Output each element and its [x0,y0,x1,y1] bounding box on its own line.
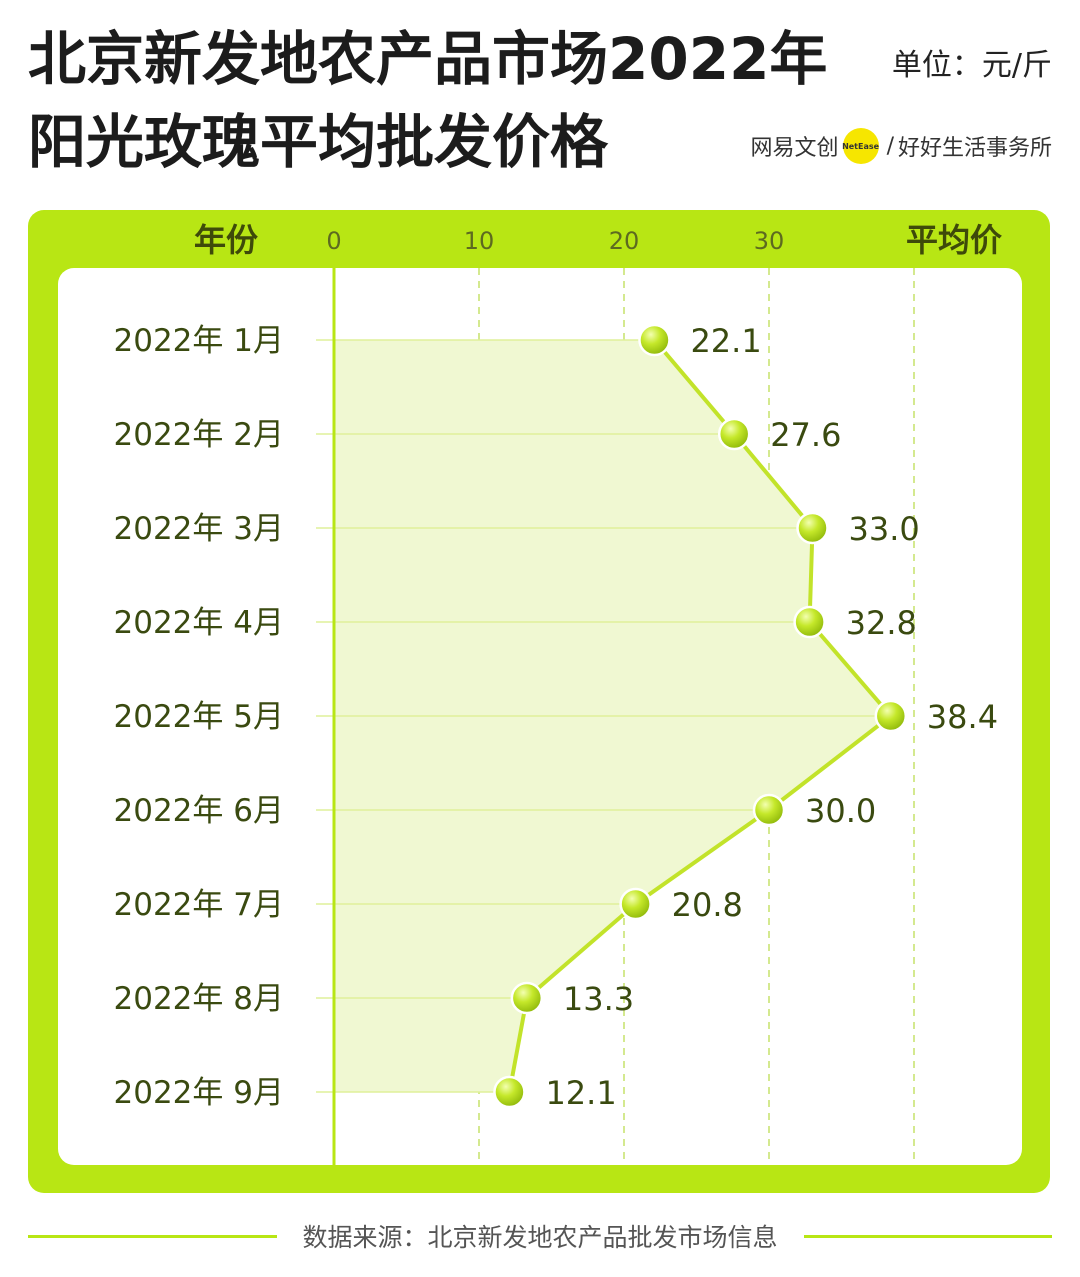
brand-partner: 好好生活事务所 [897,136,1052,161]
unit-label: 单位：元/斤 [891,48,1052,83]
category-label: 2022年 4月 [114,605,284,641]
data-value-label: 20.8 [672,886,743,924]
data-point [793,605,826,639]
category-label: 2022年 1月 [114,323,284,359]
category-axis-header: 年份 [194,221,258,259]
data-value-label: 12.1 [545,1074,616,1112]
series-line-segment [732,432,815,530]
data-value-label: 30.0 [805,792,876,830]
data-value-label: 32.8 [846,604,917,642]
footer-rule-right [803,1234,1053,1238]
x-tick-label: 10 [464,227,495,255]
series-line-segment [524,902,638,1000]
netease-logo-icon: NetEase [842,128,879,164]
data-point [717,417,751,451]
data-value-label: 38.4 [927,698,998,736]
source-row: 数据来源：北京新发地农产品批发市场信息 [28,1218,1053,1254]
data-source: 数据来源：北京新发地农产品批发市场信息 [302,1223,778,1252]
category-label: 2022年 6月 [114,793,284,829]
data-value-label: 22.1 [690,322,761,360]
series-line-segment [633,808,771,906]
chart-title-line1: 北京新发地农产品市场2022年 [28,25,828,93]
data-point [493,1075,526,1109]
series-line-segment [652,338,737,436]
chart-title-line2: 阳光玫瑰平均批发价格 [28,108,609,176]
brand-name: 网易文创 [750,136,839,161]
data-point [752,793,786,827]
category-label: 2022年 3月 [114,511,284,547]
category-label: 2022年 7月 [114,887,284,923]
data-point [796,511,829,545]
category-label: 2022年 8月 [114,981,284,1017]
category-label: 2022年 2月 [114,417,284,453]
data-value-label: 13.3 [563,980,634,1018]
data-point [874,699,908,733]
data-value-label: 33.0 [849,510,920,548]
series-line-segment [807,620,893,718]
x-tick-label: 30 [754,227,785,255]
chart-svg: 年份 平均价 0 10 20 30 2022年 1月 2022年 2月 2022年 3月 2… [114,221,1002,1165]
value-axis-header: 平均价 [906,221,1002,259]
brand: 网易文创 NetEase / 好好生活事务所 [751,126,1052,166]
x-tick-label: 20 [609,227,640,255]
data-point [510,981,544,1015]
x-tick-label: 0 [326,227,341,255]
data-point [638,323,671,357]
brand-separator: / [886,133,894,159]
category-label: 2022年 9月 [114,1075,284,1111]
data-value-label: 27.6 [770,416,841,454]
footer-rule-left [28,1234,277,1238]
category-label: 2022年 5月 [114,699,284,735]
data-point [619,887,652,921]
series-line-segment [767,714,893,812]
chart-frame: 年份 平均价 0 10 20 30 2022年 1月 2022年 2月 2022年 3月 2… [28,210,1050,1193]
